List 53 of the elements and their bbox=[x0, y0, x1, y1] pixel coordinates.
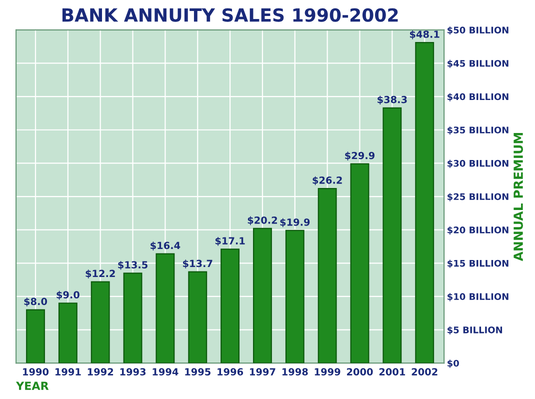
data-label: $8.0 bbox=[24, 298, 48, 306]
bar bbox=[318, 188, 337, 364]
y-tick-label: $50 BILLION bbox=[448, 26, 508, 35]
data-label: $29.9 bbox=[345, 152, 374, 160]
data-label: $17.1 bbox=[215, 236, 245, 246]
data-label: $9.0 bbox=[56, 290, 80, 300]
bar bbox=[156, 253, 175, 364]
y-tick-label: $15 BILLION bbox=[448, 260, 508, 268]
bar bbox=[350, 163, 370, 364]
data-label: $26.2 bbox=[312, 176, 342, 186]
bar bbox=[415, 42, 434, 364]
x-tick-label: 1997 bbox=[250, 368, 276, 376]
y-tick-label: $25 BILLION bbox=[448, 193, 508, 202]
x-tick-label: 1990 bbox=[23, 368, 49, 376]
data-label: $13.7 bbox=[183, 260, 212, 268]
x-tick-label: 1998 bbox=[282, 368, 308, 376]
chart-title: BANK ANNUITY SALES 1990-2002 bbox=[62, 8, 398, 22]
x-tick-label: 1991 bbox=[55, 368, 81, 376]
y-tick-label: $45 BILLION bbox=[448, 60, 508, 68]
y-tick-label: $10 BILLION bbox=[448, 293, 508, 302]
bar bbox=[58, 302, 78, 364]
y-tick-label: $0 bbox=[448, 360, 459, 368]
data-label: $12.2 bbox=[86, 270, 115, 278]
data-label: $19.9 bbox=[280, 218, 310, 228]
x-tick-label: 1992 bbox=[88, 368, 114, 376]
x-tick-label: 2001 bbox=[379, 368, 406, 376]
bar bbox=[382, 107, 402, 364]
y-tick-label: $40 BILLION bbox=[448, 93, 508, 102]
x-tick-label: 1999 bbox=[314, 368, 340, 376]
bar bbox=[26, 309, 45, 364]
bar bbox=[253, 228, 272, 364]
y-tick-label: $20 BILLION bbox=[448, 226, 508, 235]
x-tick-label: 1994 bbox=[152, 368, 178, 376]
data-label: $38.3 bbox=[378, 96, 407, 105]
data-label: $16.4 bbox=[150, 242, 180, 250]
bar bbox=[90, 281, 110, 364]
y-tick-label: $5 BILLION bbox=[448, 326, 502, 335]
bar bbox=[285, 230, 304, 364]
bar bbox=[188, 271, 208, 364]
data-label: $20.2 bbox=[248, 216, 278, 226]
x-tick-label: 1996 bbox=[218, 368, 244, 376]
data-label: $13.5 bbox=[118, 260, 148, 270]
bar bbox=[220, 248, 240, 364]
y-tick-label: $35 BILLION bbox=[448, 126, 508, 135]
x-tick-label: 2002 bbox=[412, 368, 438, 376]
y-axis-title: ANNUAL PREMIUM bbox=[514, 132, 523, 262]
y-tick-label: $30 BILLION bbox=[448, 160, 508, 168]
bar bbox=[123, 272, 142, 364]
x-tick-label: 2000 bbox=[346, 368, 373, 376]
x-axis-title: YEAR bbox=[16, 382, 49, 390]
data-label: $48.1 bbox=[410, 30, 440, 40]
x-tick-label: 1995 bbox=[185, 368, 210, 376]
x-tick-label: 1993 bbox=[120, 368, 146, 376]
